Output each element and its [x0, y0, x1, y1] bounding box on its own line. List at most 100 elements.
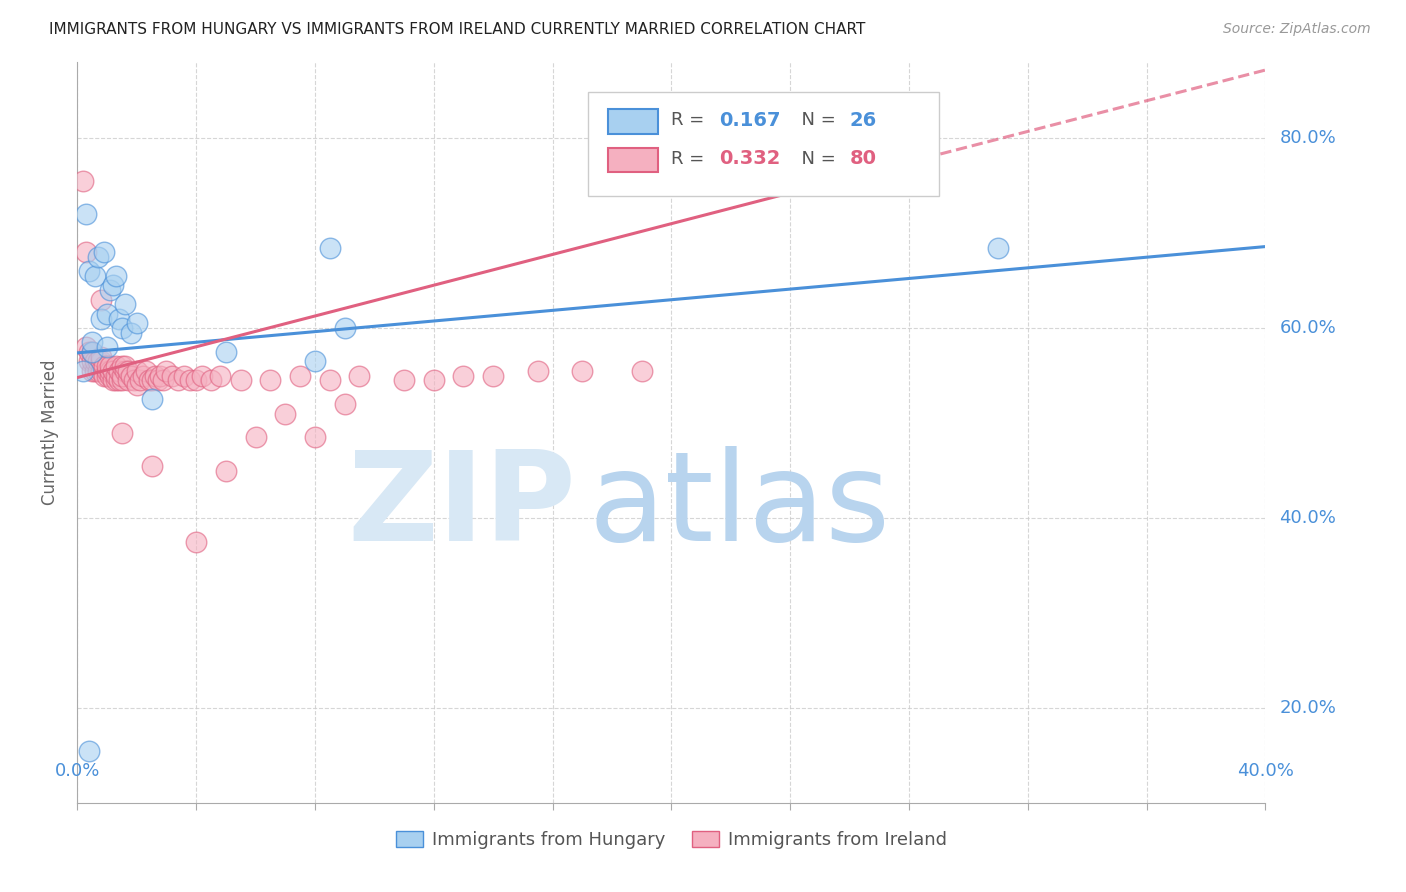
Point [101, 278, 124, 293]
Point [392, 373, 415, 387]
Point [630, 364, 652, 378]
Point [114, 297, 136, 311]
Point [173, 368, 195, 383]
Point [186, 534, 208, 549]
Point [259, 373, 281, 387]
Point [245, 430, 267, 444]
Point [98, 359, 121, 374]
Point [128, 373, 150, 387]
Point [96, 368, 118, 383]
Point [167, 373, 190, 387]
Point [104, 359, 127, 374]
Point [111, 321, 134, 335]
Point [288, 368, 311, 383]
Point [526, 364, 548, 378]
Point [90, 350, 112, 364]
Point [87, 364, 110, 378]
Point [108, 364, 131, 378]
Point [186, 373, 208, 387]
Point [319, 240, 342, 254]
Point [108, 373, 131, 387]
Point [104, 373, 127, 387]
Point [82, 364, 104, 378]
Text: IMMIGRANTS FROM HUNGARY VS IMMIGRANTS FROM IRELAND CURRENTLY MARRIED CORRELATION: IMMIGRANTS FROM HUNGARY VS IMMIGRANTS FR… [49, 22, 866, 37]
Point [146, 373, 169, 387]
Point [77, 264, 100, 278]
Text: 20.0%: 20.0% [1279, 699, 1336, 717]
Point [117, 373, 139, 387]
Point [77, 354, 100, 368]
Point [77, 743, 100, 757]
Text: 80.0%: 80.0% [1279, 129, 1336, 147]
Point [82, 345, 104, 359]
Point [304, 430, 326, 444]
Point [571, 364, 593, 378]
Point [120, 368, 142, 383]
Point [274, 407, 297, 421]
Point [93, 368, 115, 383]
Point [82, 354, 104, 368]
Point [141, 392, 163, 407]
Point [141, 373, 163, 387]
Bar [609, 147, 658, 172]
Point [229, 373, 252, 387]
Point [125, 378, 148, 392]
Point [111, 425, 134, 440]
Text: 40.0%: 40.0% [1279, 509, 1336, 527]
Point [90, 311, 112, 326]
Point [333, 397, 356, 411]
Point [98, 283, 121, 297]
Point [108, 311, 131, 326]
Point [200, 373, 222, 387]
Point [77, 345, 100, 359]
Point [111, 373, 134, 387]
Text: N =: N = [790, 112, 842, 129]
Text: 26: 26 [849, 111, 877, 129]
Text: atlas: atlas [588, 446, 890, 567]
Point [131, 368, 153, 383]
Point [75, 340, 97, 354]
Point [93, 359, 115, 374]
Point [111, 359, 134, 374]
Point [98, 368, 121, 383]
Point [422, 373, 444, 387]
Point [90, 293, 112, 307]
Point [135, 364, 157, 378]
Point [82, 345, 104, 359]
Point [304, 354, 326, 368]
Text: Source: ZipAtlas.com: Source: ZipAtlas.com [1223, 22, 1371, 37]
Text: 80: 80 [849, 149, 876, 169]
Point [149, 368, 172, 383]
Text: N =: N = [790, 150, 842, 168]
Point [87, 354, 110, 368]
Point [179, 373, 201, 387]
Point [319, 373, 342, 387]
Point [72, 174, 94, 188]
Point [75, 207, 97, 221]
Point [141, 458, 163, 473]
Point [96, 359, 118, 374]
Legend: Immigrants from Hungary, Immigrants from Ireland: Immigrants from Hungary, Immigrants from… [388, 824, 955, 856]
Point [125, 317, 148, 331]
Point [96, 307, 118, 321]
Point [87, 250, 110, 264]
Point [138, 373, 160, 387]
Point [93, 245, 115, 260]
Point [84, 354, 107, 368]
Point [117, 364, 139, 378]
Point [349, 368, 371, 383]
Point [482, 368, 505, 383]
Point [215, 464, 238, 478]
Point [96, 364, 118, 378]
Point [114, 364, 136, 378]
Text: ZIP: ZIP [347, 446, 576, 567]
Bar [609, 109, 658, 134]
Text: R =: R = [672, 150, 710, 168]
Text: R =: R = [672, 112, 710, 129]
Point [84, 268, 107, 283]
Point [101, 373, 124, 387]
Point [104, 368, 127, 383]
FancyBboxPatch shape [588, 92, 939, 195]
Point [101, 364, 124, 378]
Point [90, 354, 112, 368]
